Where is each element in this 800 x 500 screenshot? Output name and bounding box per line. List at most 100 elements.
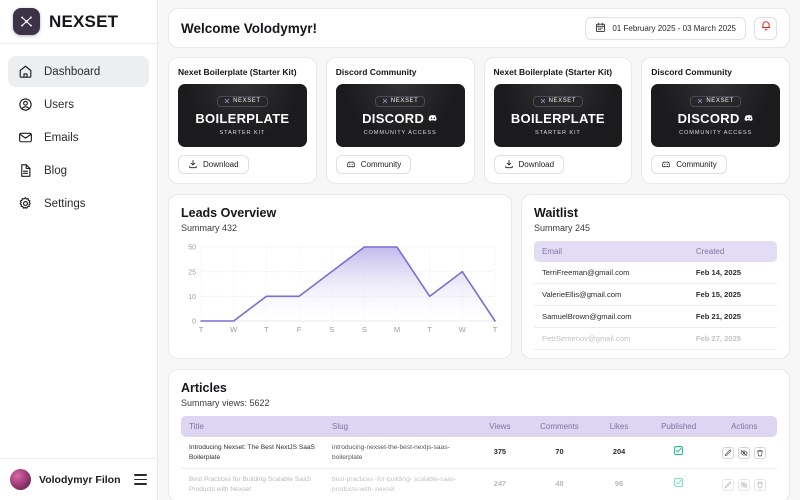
svg-text:S: S bbox=[329, 325, 334, 334]
waitlist-table-body: TerriFreeman@gmail.com Feb 14, 2025 Vale… bbox=[534, 262, 777, 350]
table-row[interactable]: ValerieEllis@gmail.com Feb 15, 2025 bbox=[534, 283, 777, 306]
waitlist-created: Feb 27, 2025 bbox=[687, 327, 777, 350]
svg-text:W: W bbox=[459, 325, 467, 334]
product-title: Discord Community bbox=[651, 67, 733, 77]
sidebar-item-settings[interactable]: Settings bbox=[8, 188, 149, 219]
sidebar-item-label: Dashboard bbox=[44, 65, 101, 78]
table-header-row: Title Slug Views Comments Likes Publishe… bbox=[181, 416, 777, 437]
download-button-label: Download bbox=[203, 160, 239, 169]
column-header-created[interactable]: Created bbox=[687, 241, 777, 262]
article-published[interactable] bbox=[645, 468, 712, 500]
download-icon bbox=[504, 159, 514, 171]
artwork-chip-label: NEXSET bbox=[706, 98, 734, 104]
middle-row: Leads Overview Summary 432 0 10 25 50 T W T F S… bbox=[168, 194, 790, 359]
product-title: Discord Community bbox=[335, 67, 417, 77]
brand[interactable]: NEXSET bbox=[0, 0, 157, 44]
waitlist-email: TerriFreeman@gmail.com bbox=[534, 262, 688, 284]
sidebar-item-blog[interactable]: Blog bbox=[8, 155, 149, 186]
date-range-picker[interactable]: 01 February 2025 - 03 March 2025 bbox=[585, 16, 746, 40]
discord-icon bbox=[428, 111, 438, 126]
table-row[interactable]: PetrSemenov@gmail.com Feb 27, 2025 bbox=[534, 327, 777, 350]
trash-icon[interactable] bbox=[754, 446, 767, 459]
sidebar-item-emails[interactable]: Emails bbox=[8, 122, 149, 153]
community-button-label: Community bbox=[676, 160, 717, 169]
leads-title: Leads Overview bbox=[181, 206, 277, 220]
artwork-brand-chip: NEXSET bbox=[374, 95, 426, 107]
svg-text:S: S bbox=[362, 325, 367, 334]
action-buttons bbox=[719, 446, 769, 459]
network-nodes-icon bbox=[224, 98, 230, 104]
sidebar-item-label: Settings bbox=[44, 197, 86, 210]
column-header-comments[interactable]: Comments bbox=[526, 416, 593, 437]
sidebar-item-users[interactable]: Users bbox=[8, 89, 149, 120]
article-title: Introducing Nexset: The Best NextJS SaaS… bbox=[181, 437, 325, 470]
waitlist-table-header: Email Created bbox=[534, 241, 777, 262]
article-actions bbox=[711, 437, 777, 470]
edit-icon[interactable] bbox=[722, 478, 735, 491]
table-row[interactable]: Introducing Nexset: The Best NextJS SaaS… bbox=[181, 437, 777, 470]
column-header-email[interactable]: Email bbox=[534, 241, 688, 262]
gear-icon bbox=[18, 196, 33, 211]
artwork-subheading: COMMUNITY ACCESS bbox=[363, 129, 437, 136]
edit-icon[interactable] bbox=[722, 446, 735, 459]
column-header-title[interactable]: Title bbox=[181, 416, 325, 437]
checkbox-checked-icon bbox=[673, 477, 684, 488]
community-button[interactable]: Community bbox=[335, 155, 412, 174]
download-button[interactable]: Download bbox=[493, 155, 565, 174]
article-comments: 70 bbox=[526, 437, 593, 470]
trash-icon[interactable] bbox=[754, 478, 767, 491]
svg-text:T: T bbox=[427, 325, 432, 334]
article-title: Best Practices for Building Scalable Saa… bbox=[181, 468, 325, 500]
eye-off-icon[interactable] bbox=[738, 446, 751, 459]
artwork-heading: BOILERPLATE bbox=[195, 111, 289, 126]
table-row[interactable]: SamuelBrown@gmail.com Feb 21, 2025 bbox=[534, 305, 777, 328]
column-header-likes[interactable]: Likes bbox=[592, 416, 646, 437]
discord-icon bbox=[346, 159, 356, 171]
download-button-label: Download bbox=[518, 160, 555, 169]
chart-line bbox=[200, 246, 496, 322]
download-button[interactable]: Download bbox=[178, 155, 249, 174]
product-artwork: NEXSET BOILERPLATE STARTER KIT bbox=[493, 84, 623, 147]
avatar bbox=[10, 469, 31, 490]
article-published[interactable] bbox=[645, 437, 712, 470]
calendar-icon bbox=[595, 22, 606, 35]
artwork-subheading: STARTER KIT bbox=[219, 129, 266, 136]
hamburger-icon[interactable] bbox=[134, 474, 147, 485]
svg-text:F: F bbox=[297, 325, 302, 334]
notifications-button[interactable] bbox=[754, 16, 777, 40]
network-nodes-icon bbox=[382, 98, 387, 104]
network-nodes-icon bbox=[13, 8, 40, 35]
artwork-heading-text: DISCORD bbox=[362, 110, 425, 126]
column-header-published[interactable]: Published bbox=[645, 416, 712, 437]
waitlist-table: Email Created TerriFreeman@gmail.com Feb… bbox=[534, 241, 777, 350]
artwork-subheading: COMMUNITY ACCESS bbox=[679, 129, 753, 136]
column-header-actions[interactable]: Actions bbox=[711, 416, 777, 437]
product-cards-row: Nexet Boilerplate (Starter Kit) NEXSET B… bbox=[168, 57, 790, 184]
eye-off-icon[interactable] bbox=[738, 478, 751, 491]
waitlist-title: Waitlist bbox=[534, 206, 578, 220]
artwork-heading: DISCORD bbox=[362, 111, 438, 126]
svg-text:0: 0 bbox=[192, 319, 196, 326]
table-header-row: Email Created bbox=[534, 241, 777, 262]
sidebar-item-label: Users bbox=[44, 98, 75, 111]
sidebar-item-dashboard[interactable]: Dashboard bbox=[8, 56, 149, 87]
sidebar-user-bar[interactable]: Volodymyr Filon bbox=[0, 458, 157, 500]
artwork-heading-text: BOILERPLATE bbox=[195, 110, 290, 126]
product-title: Nexet Boilerplate (Starter Kit) bbox=[493, 67, 613, 77]
discord-icon bbox=[661, 159, 671, 171]
table-row[interactable]: Best Practices for Building Scalable Saa… bbox=[181, 468, 777, 500]
table-row[interactable]: TerriFreeman@gmail.com Feb 14, 2025 bbox=[534, 262, 777, 284]
community-button[interactable]: Community bbox=[651, 155, 727, 174]
waitlist-summary: Summary 245 bbox=[534, 223, 591, 233]
artwork-subheading: STARTER KIT bbox=[535, 129, 581, 136]
articles-summary: Summary views: 5622 bbox=[181, 398, 270, 408]
network-nodes-icon bbox=[540, 98, 545, 104]
page-header: Welcome Volodymyr! 01 February 2025 - 03… bbox=[168, 8, 790, 48]
svg-text:T: T bbox=[264, 325, 269, 334]
column-header-slug[interactable]: Slug bbox=[324, 416, 474, 437]
column-header-views[interactable]: Views bbox=[473, 416, 527, 437]
product-card: Nexet Boilerplate (Starter Kit) NEXSET B… bbox=[483, 57, 633, 184]
artwork-brand-chip: NEXSET bbox=[217, 95, 268, 107]
product-card: Discord Community NEXSET DISCORD bbox=[641, 57, 790, 184]
waitlist-created: Feb 15, 2025 bbox=[687, 283, 777, 306]
